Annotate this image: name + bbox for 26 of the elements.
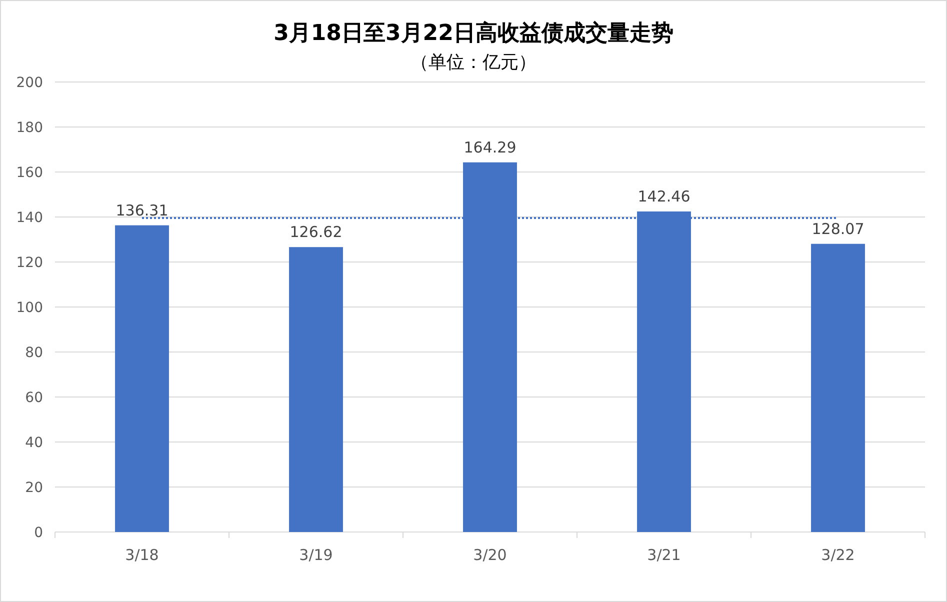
y-tick-label: 160 bbox=[16, 165, 43, 181]
chart-subtitle: （单位：亿元） bbox=[410, 52, 536, 73]
data-label: 136.31 bbox=[116, 201, 168, 220]
x-tick-label: 3/18 bbox=[125, 546, 159, 564]
bar bbox=[115, 225, 169, 532]
chart-title: 3月18日至3月22日高收益债成交量走势 bbox=[274, 20, 674, 46]
y-tick-label: 60 bbox=[25, 390, 43, 406]
x-tick-label: 3/21 bbox=[647, 546, 681, 564]
y-tick-label: 140 bbox=[16, 210, 43, 226]
bar bbox=[811, 244, 865, 532]
y-tick-label: 100 bbox=[16, 300, 43, 316]
data-label: 142.46 bbox=[638, 187, 690, 206]
data-label: 128.07 bbox=[812, 220, 864, 238]
y-tick-label: 80 bbox=[25, 345, 43, 361]
y-tick-label: 120 bbox=[16, 255, 43, 271]
data-label: 164.29 bbox=[464, 138, 516, 156]
y-tick-label: 40 bbox=[25, 435, 43, 451]
bar bbox=[289, 247, 343, 532]
y-tick-label: 0 bbox=[34, 525, 43, 541]
x-tick-label: 3/19 bbox=[299, 546, 333, 564]
data-label: 126.62 bbox=[290, 223, 342, 242]
x-tick-label: 3/22 bbox=[821, 546, 855, 564]
y-tick-label: 180 bbox=[16, 120, 43, 136]
y-tick-label: 200 bbox=[16, 75, 43, 91]
y-tick-label: 20 bbox=[25, 480, 43, 496]
x-tick-label: 3/20 bbox=[473, 546, 507, 564]
